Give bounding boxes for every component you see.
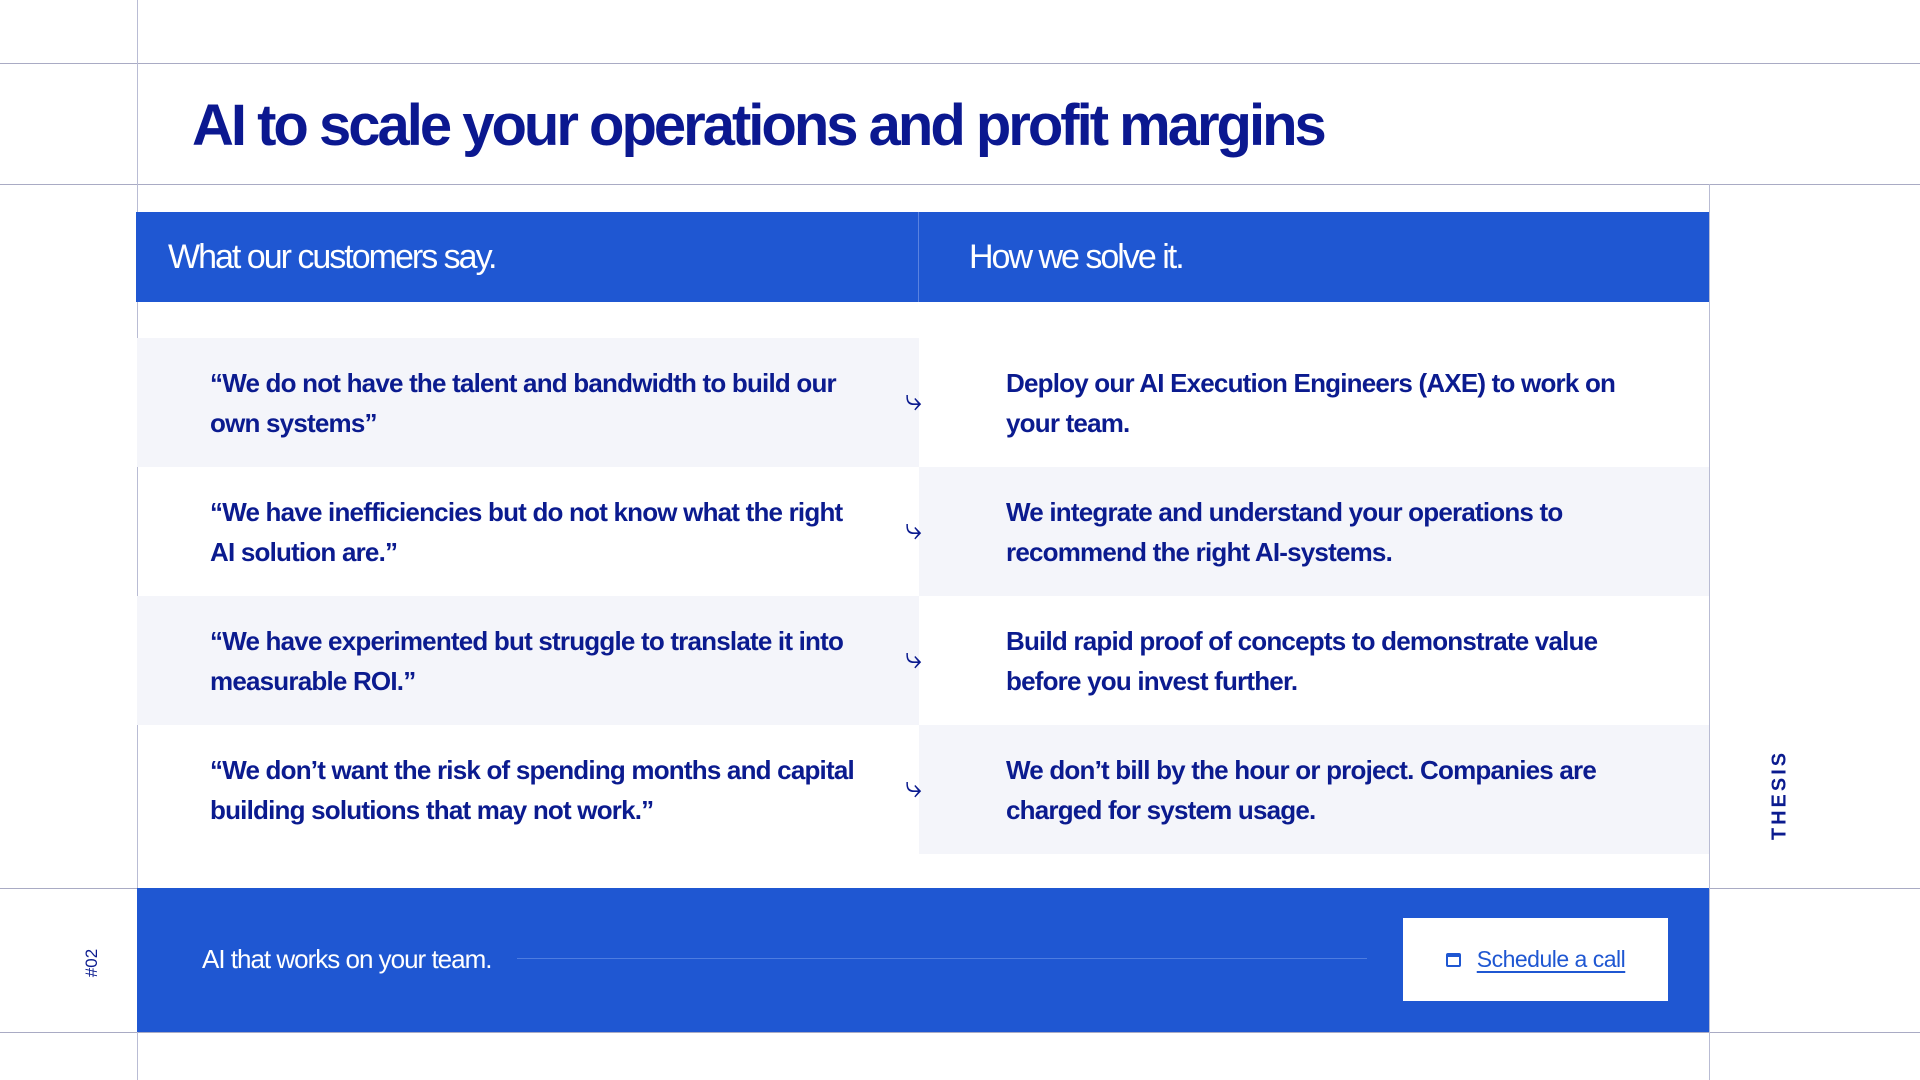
header-customers: What our customers say. [136, 212, 919, 302]
divider [517, 958, 1367, 959]
problem-text: “We don’t want the risk of spending mont… [210, 754, 855, 825]
problem-text: “We have experimented but struggle to tr… [137, 596, 919, 725]
grid-line [0, 1032, 1920, 1033]
solution-text: Deploy our AI Execution Engineers (AXE) … [1006, 367, 1616, 438]
solution-text: We don’t bill by the hour or project. Co… [919, 725, 1709, 854]
grid-line [0, 184, 1920, 185]
footer-banner: AI that works on your team. Schedule a c… [137, 888, 1709, 1032]
arrow-icon: ⤷ [905, 384, 922, 417]
calendar-icon [1445, 952, 1461, 967]
solution-text: Build rapid proof of concepts to demonst… [1006, 625, 1598, 696]
page-title: AI to scale your operations and profit m… [192, 93, 1327, 158]
header-solutions: How we solve it. [969, 237, 1185, 276]
table-row: “We do not have the talent and bandwidth… [137, 338, 1709, 467]
page-number: #02 [82, 948, 101, 978]
grid-line [137, 0, 138, 1080]
problem-text: “We have inefficiencies but do not know … [210, 496, 843, 567]
arrow-icon: ⤷ [905, 642, 922, 675]
grid-line [0, 63, 1920, 64]
schedule-call-button[interactable]: Schedule a call [1403, 918, 1668, 1001]
section-label: THESIS [1768, 749, 1791, 841]
table-row: “We don’t want the risk of spending mont… [137, 725, 1709, 854]
table-row: “We have experimented but struggle to tr… [137, 596, 1709, 725]
table-row: “We have inefficiencies but do not know … [137, 467, 1709, 596]
grid-line [1709, 184, 1710, 1080]
solution-text: We integrate and understand your operati… [919, 467, 1709, 596]
schedule-call-link[interactable]: Schedule a call [1476, 946, 1626, 972]
arrow-icon: ⤷ [905, 771, 922, 804]
arrow-icon: ⤷ [905, 513, 922, 546]
problem-text: “We do not have the talent and bandwidth… [137, 338, 919, 467]
footer-tagline: AI that works on your team. [202, 944, 492, 974]
table-header: What our customers say. How we solve it. [136, 212, 1709, 302]
